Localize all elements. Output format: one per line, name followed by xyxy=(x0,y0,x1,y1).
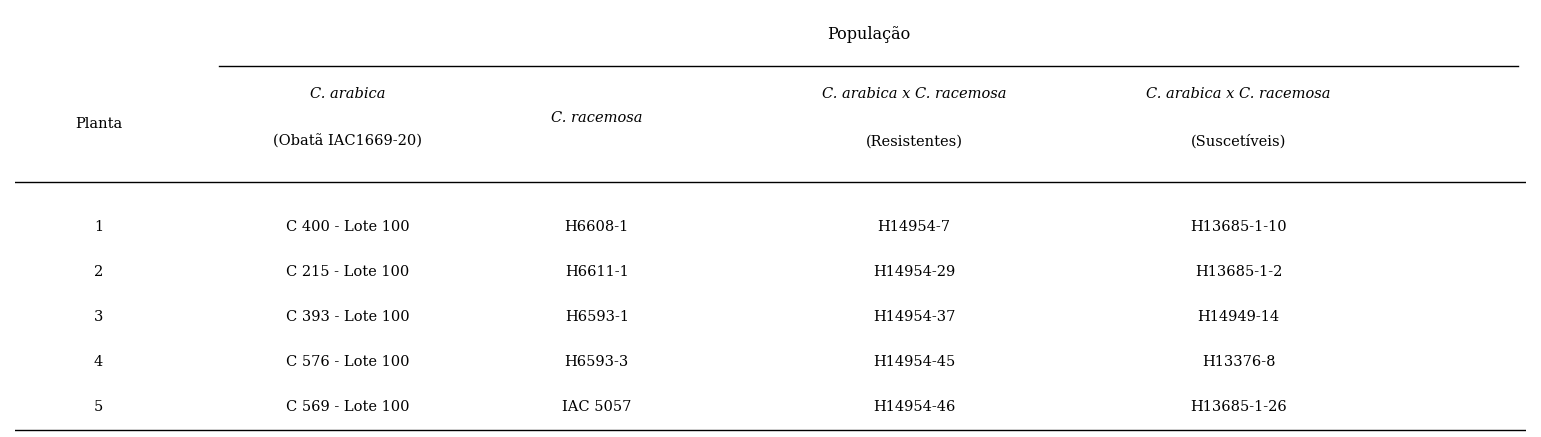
Text: C 576 - Lote 100: C 576 - Lote 100 xyxy=(287,355,410,369)
Text: 3: 3 xyxy=(94,310,103,324)
Text: H13376-8: H13376-8 xyxy=(1202,355,1276,369)
Text: H13685-1-26: H13685-1-26 xyxy=(1190,400,1287,414)
Text: C. arabica: C. arabica xyxy=(310,87,385,101)
Text: H6593-1: H6593-1 xyxy=(566,310,629,324)
Text: C 569 - Lote 100: C 569 - Lote 100 xyxy=(287,400,410,414)
Text: (Suscetíveis): (Suscetíveis) xyxy=(1191,134,1287,149)
Text: 5: 5 xyxy=(94,400,103,414)
Text: H14954-29: H14954-29 xyxy=(872,265,955,279)
Text: (Resistentes): (Resistentes) xyxy=(866,135,963,149)
Text: 4: 4 xyxy=(94,355,103,369)
Text: H13685-1-2: H13685-1-2 xyxy=(1194,265,1282,279)
Text: (Obatã IAC1669-20): (Obatã IAC1669-20) xyxy=(273,134,422,149)
Text: H13685-1-10: H13685-1-10 xyxy=(1190,220,1287,234)
Text: H6611-1: H6611-1 xyxy=(566,265,629,279)
Text: C. arabica x C. racemosa: C. arabica x C. racemosa xyxy=(1147,87,1331,101)
Text: Planta: Planta xyxy=(76,117,122,131)
Text: 2: 2 xyxy=(94,265,103,279)
Text: C 400 - Lote 100: C 400 - Lote 100 xyxy=(285,220,410,234)
Text: C. arabica x C. racemosa: C. arabica x C. racemosa xyxy=(821,87,1006,101)
Text: H14949-14: H14949-14 xyxy=(1197,310,1279,324)
Text: H14954-45: H14954-45 xyxy=(872,355,955,369)
Text: População: População xyxy=(828,26,911,43)
Text: C. racemosa: C. racemosa xyxy=(552,111,643,125)
Text: 1: 1 xyxy=(94,220,103,234)
Text: H14954-37: H14954-37 xyxy=(872,310,955,324)
Text: H6593-3: H6593-3 xyxy=(564,355,629,369)
Text: H14954-7: H14954-7 xyxy=(877,220,951,234)
Text: C 215 - Lote 100: C 215 - Lote 100 xyxy=(287,265,410,279)
Text: H6608-1: H6608-1 xyxy=(564,220,629,234)
Text: C 393 - Lote 100: C 393 - Lote 100 xyxy=(285,310,410,324)
Text: IAC 5057: IAC 5057 xyxy=(562,400,632,414)
Text: H14954-46: H14954-46 xyxy=(872,400,955,414)
